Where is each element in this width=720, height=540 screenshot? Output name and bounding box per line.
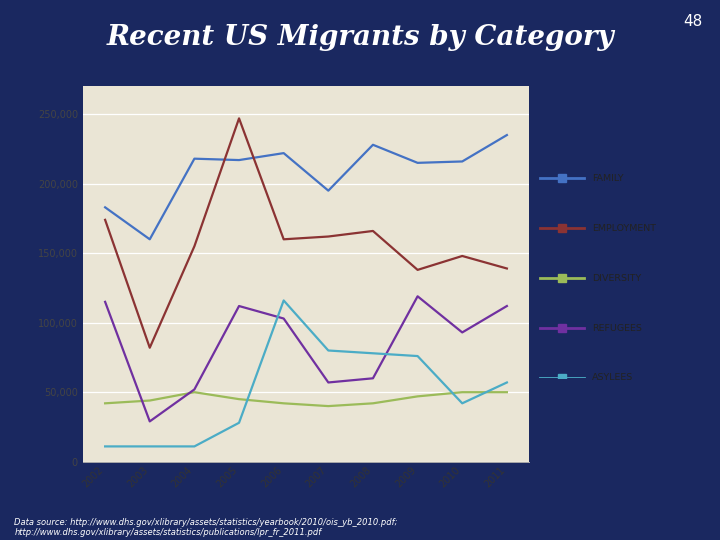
REFUGEES	[235, 303, 243, 309]
FAMILY	[324, 187, 333, 194]
DIVERSITY	[235, 396, 243, 402]
DIVERSITY	[413, 393, 422, 400]
DIVERSITY	[279, 400, 288, 407]
DIVERSITY	[324, 403, 333, 409]
EMPLOYMENT	[458, 253, 467, 259]
Line: ASYLEES: ASYLEES	[105, 300, 507, 447]
Line: FAMILY: FAMILY	[105, 135, 507, 239]
ASYLEES	[235, 420, 243, 426]
ASYLEES	[190, 443, 199, 450]
Line: EMPLOYMENT: EMPLOYMENT	[105, 118, 507, 348]
DIVERSITY	[503, 389, 511, 395]
EMPLOYMENT	[101, 217, 109, 223]
ASYLEES	[413, 353, 422, 359]
ASYLEES	[324, 347, 333, 354]
FAMILY	[101, 204, 109, 211]
DIVERSITY	[458, 389, 467, 395]
ASYLEES	[279, 297, 288, 303]
REFUGEES	[101, 299, 109, 305]
EMPLOYMENT	[190, 243, 199, 249]
ASYLEES	[145, 443, 154, 450]
Text: FAMILY: FAMILY	[592, 174, 624, 183]
DIVERSITY	[369, 400, 377, 407]
REFUGEES	[369, 375, 377, 382]
ASYLEES	[503, 379, 511, 386]
EMPLOYMENT	[369, 228, 377, 234]
EMPLOYMENT	[413, 267, 422, 273]
FAMILY	[413, 160, 422, 166]
Line: REFUGEES: REFUGEES	[105, 296, 507, 421]
Line: DIVERSITY: DIVERSITY	[105, 392, 507, 406]
FAMILY	[235, 157, 243, 163]
Text: REFUGEES: REFUGEES	[592, 323, 642, 333]
DIVERSITY	[190, 389, 199, 395]
FAMILY	[279, 150, 288, 157]
Text: Data source: http://www.dhs.gov/xlibrary/assets/statistics/yearbook/2010/ois_yb_: Data source: http://www.dhs.gov/xlibrary…	[14, 518, 398, 537]
ASYLEES	[458, 400, 467, 407]
Text: 48: 48	[683, 14, 702, 29]
REFUGEES	[324, 379, 333, 386]
FAMILY	[458, 158, 467, 165]
REFUGEES	[190, 386, 199, 393]
REFUGEES	[145, 418, 154, 424]
FAMILY	[190, 156, 199, 162]
REFUGEES	[458, 329, 467, 336]
EMPLOYMENT	[235, 115, 243, 122]
Text: Recent US Migrants by Category: Recent US Migrants by Category	[106, 24, 614, 51]
Text: EMPLOYMENT: EMPLOYMENT	[592, 224, 656, 233]
REFUGEES	[503, 303, 511, 309]
EMPLOYMENT	[145, 345, 154, 351]
DIVERSITY	[145, 397, 154, 404]
EMPLOYMENT	[279, 236, 288, 242]
REFUGEES	[413, 293, 422, 300]
FAMILY	[503, 132, 511, 138]
DIVERSITY	[101, 400, 109, 407]
Text: DIVERSITY: DIVERSITY	[592, 274, 641, 283]
EMPLOYMENT	[324, 233, 333, 240]
ASYLEES	[369, 350, 377, 356]
FAMILY	[145, 236, 154, 242]
EMPLOYMENT	[503, 265, 511, 272]
FAMILY	[369, 141, 377, 148]
ASYLEES	[101, 443, 109, 450]
REFUGEES	[279, 315, 288, 322]
Text: ASYLEES: ASYLEES	[592, 374, 633, 382]
